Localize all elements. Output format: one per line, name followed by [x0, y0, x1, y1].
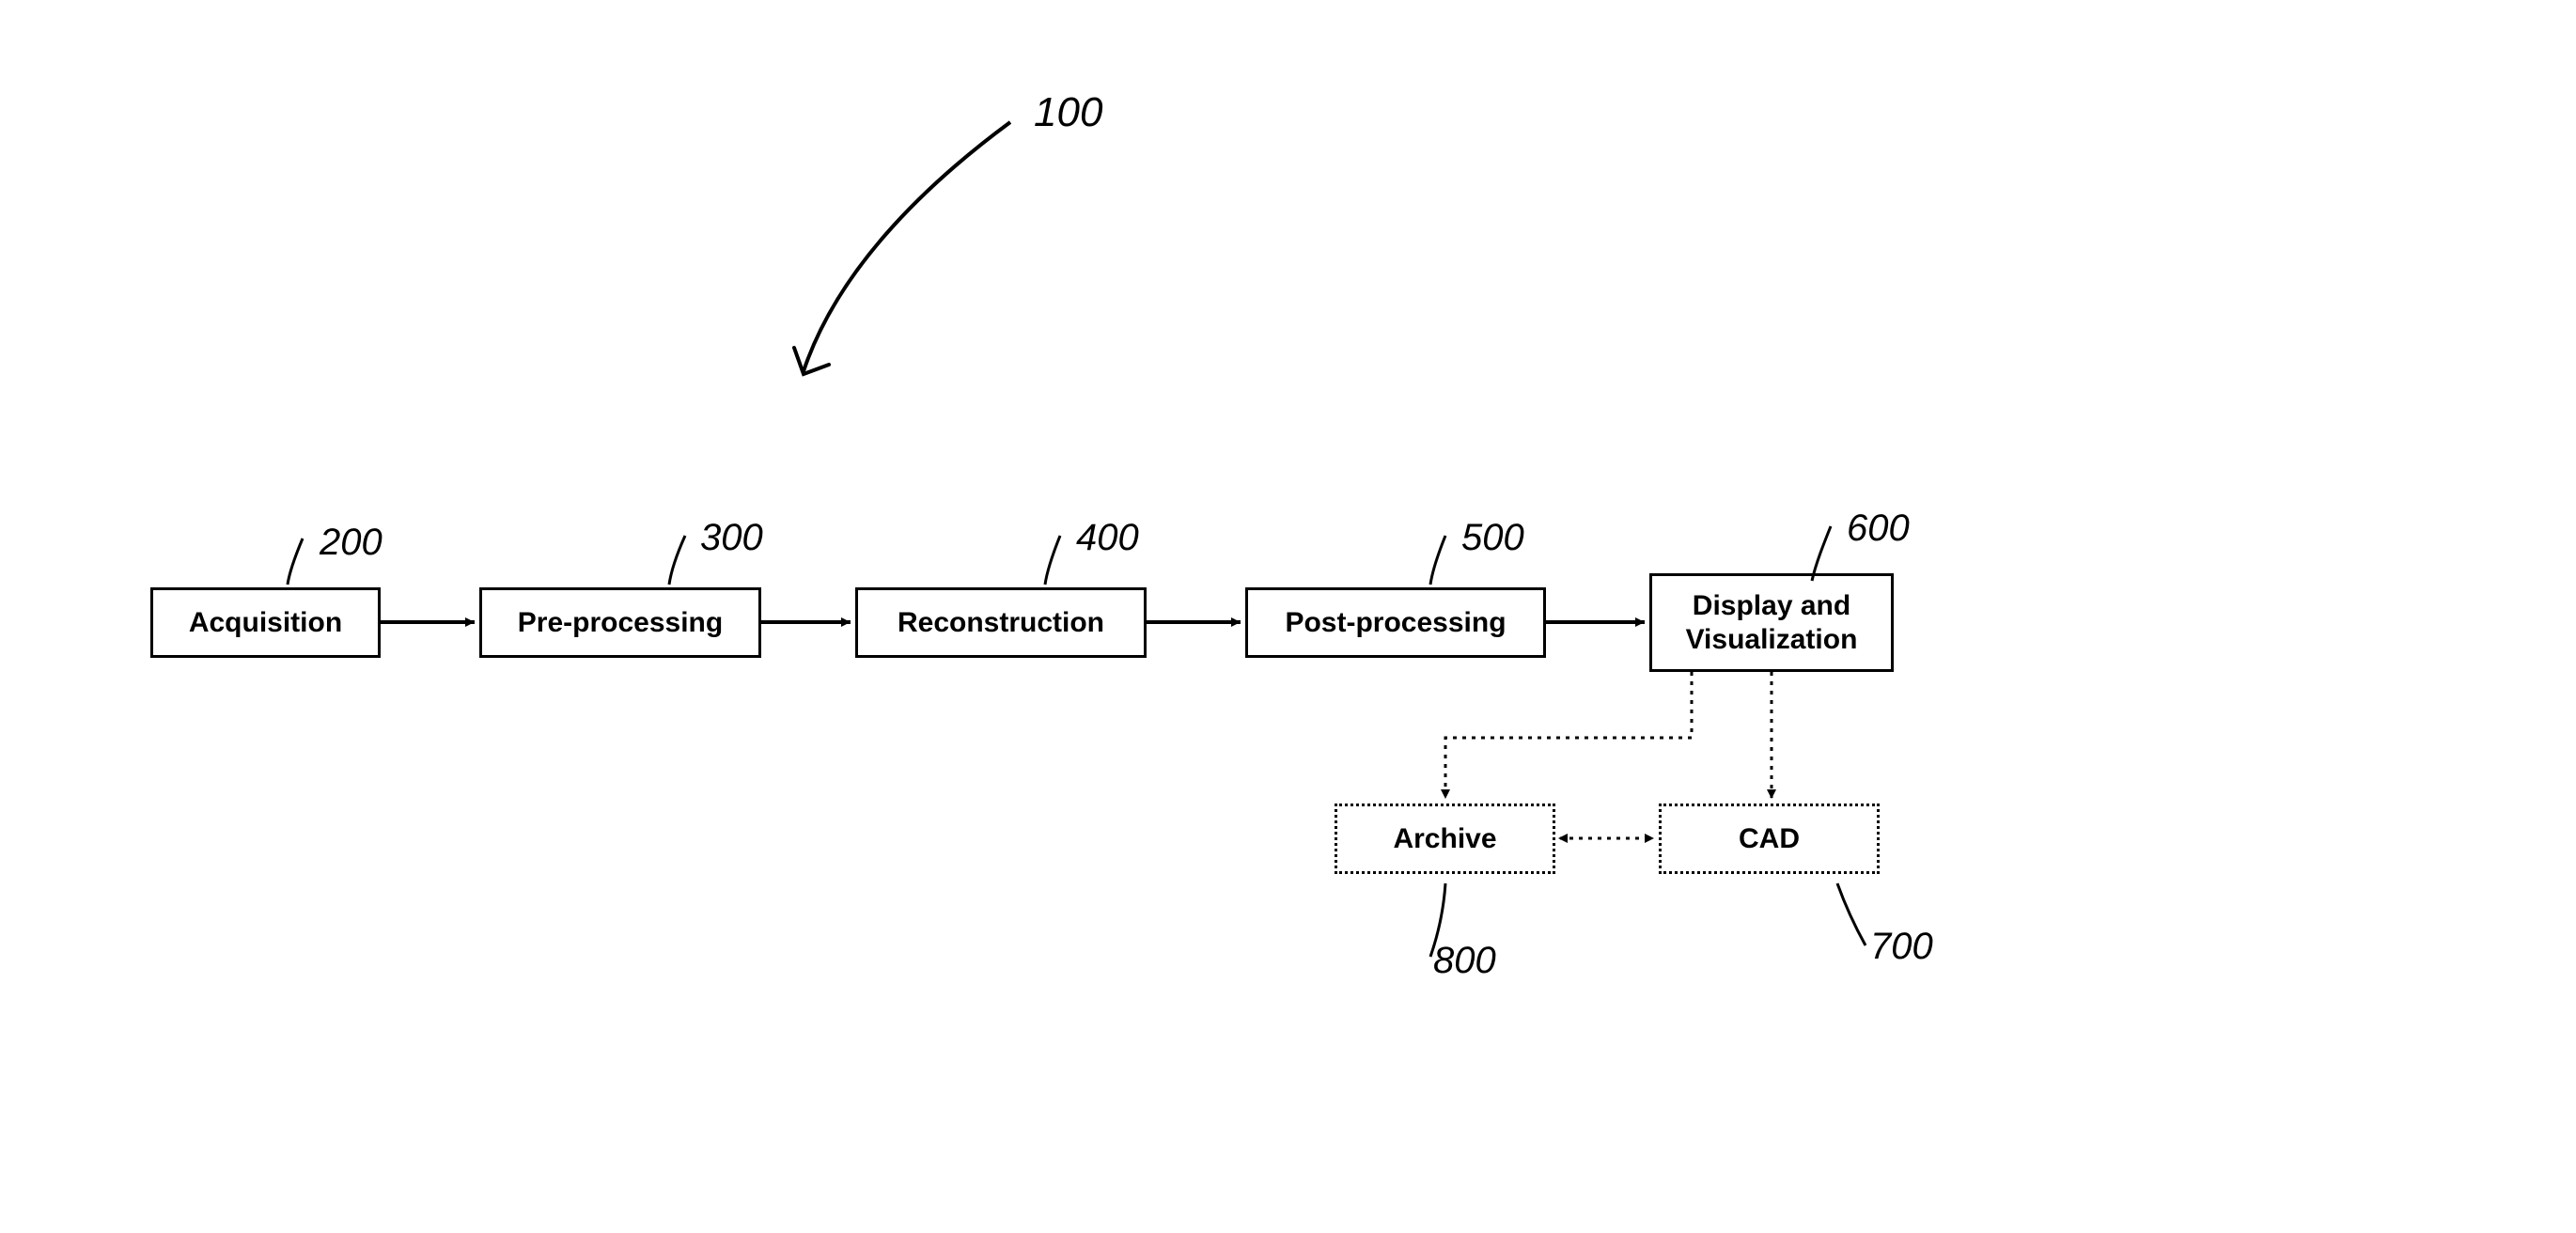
tick-500 [1430, 536, 1445, 585]
node-label: Acquisition [189, 606, 342, 640]
node-cad: CAD [1659, 804, 1880, 874]
node-reconstruction: Reconstruction [855, 587, 1147, 658]
node-preprocessing: Pre-processing [479, 587, 761, 658]
node-label: Pre-processing [518, 606, 723, 640]
ref-label-400: 400 [1076, 517, 1139, 559]
tick-700 [1837, 883, 1866, 945]
node-display: Display and Visualization [1649, 573, 1894, 672]
system-pointer-arrowhead [794, 348, 829, 374]
node-label: Archive [1393, 822, 1496, 856]
tick-400 [1045, 536, 1060, 585]
ref-label-200: 200 [320, 522, 382, 564]
node-label: Reconstruction [898, 606, 1104, 640]
diagram-canvas: Acquisition Pre-processing Reconstructio… [0, 0, 2576, 1233]
node-label: CAD [1739, 822, 1800, 856]
system-pointer-arrow [804, 122, 1010, 371]
node-label: Display and Visualization [1662, 589, 1881, 657]
node-label: Post-processing [1285, 606, 1506, 640]
ref-label-600: 600 [1847, 507, 1910, 550]
node-archive: Archive [1335, 804, 1555, 874]
edge-disp-archive [1445, 672, 1692, 799]
ref-label-800: 800 [1433, 940, 1496, 982]
ref-label-500: 500 [1461, 517, 1524, 559]
node-postprocessing: Post-processing [1245, 587, 1546, 658]
tick-200 [288, 538, 303, 585]
node-acquisition: Acquisition [150, 587, 381, 658]
tick-300 [669, 536, 685, 585]
ref-label-300: 300 [700, 517, 763, 559]
ref-label-700: 700 [1870, 926, 1933, 968]
ref-label-100: 100 [1034, 89, 1102, 136]
